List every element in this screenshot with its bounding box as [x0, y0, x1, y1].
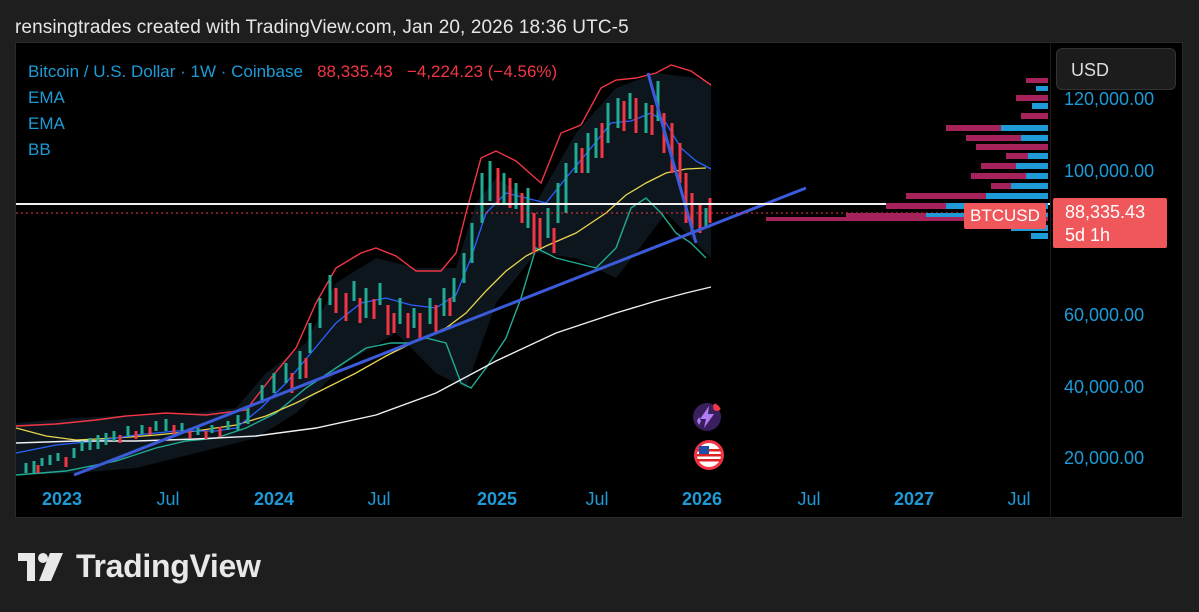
price-axis-label: 20,000.00 [1064, 448, 1145, 468]
time-axis-label: Jul [797, 489, 821, 509]
time-axis-label: 2025 [476, 489, 518, 509]
candle-body-group-down [36, 98, 712, 473]
time-axis-label: 2026 [681, 489, 723, 509]
time-axis-label: 2024 [253, 489, 295, 509]
chart-panel[interactable]: Bitcoin / U.S. Dollar · 1W · Coinbase 88… [15, 42, 1183, 518]
price-scale-divider [1050, 43, 1051, 517]
time-axis-label: Jul [156, 489, 180, 509]
price-axis-label: 120,000.00 [1064, 89, 1155, 109]
bolt-event-icon[interactable] [691, 401, 723, 433]
price-axis-label: 40,000.00 [1064, 377, 1145, 397]
legend-indicator-bb[interactable]: BB [28, 140, 51, 159]
price-scale[interactable]: 120,000.00 100,000.00 60,000.00 40,000.0… [1051, 43, 1182, 517]
last-price-tag: 88,335.43 5d 1h [1053, 198, 1167, 248]
last-price-value: 88,335.43 [1065, 202, 1146, 222]
bollinger-band-fill [16, 73, 711, 475]
legend-symbol-row[interactable]: Bitcoin / U.S. Dollar · 1W · Coinbase 88… [28, 59, 557, 85]
legend-indicator-ema-1[interactable]: EMA [28, 88, 65, 107]
candlesticks [24, 81, 712, 473]
bollinger-upper-line [16, 64, 712, 427]
legend-indicator-ema-2[interactable]: EMA [28, 114, 65, 133]
tradingview-wordmark: TradingView [76, 548, 261, 584]
time-axis-label: Jul [367, 489, 391, 509]
price-axis-label: 60,000.00 [1064, 305, 1145, 325]
long-moving-average-line [16, 286, 712, 444]
time-axis[interactable]: 2023 Jul 2024 Jul 2025 Jul 2026 Jul 2027… [16, 483, 1051, 517]
tradingview-logo-icon [18, 552, 63, 581]
time-axis-label: 2023 [41, 489, 83, 509]
ema-fast-line [16, 112, 712, 454]
time-axis-label: Jul [1007, 489, 1031, 509]
legend-last-price: 88,335.43 [317, 62, 393, 81]
candle-body-group-up [24, 81, 708, 473]
symbol-price-tag: BTCUSD [964, 203, 1046, 229]
price-axis-label: 100,000.00 [1064, 161, 1155, 181]
legend-change: −4,224.23 (−4.56%) [406, 62, 558, 81]
rising-support-trendline [73, 186, 807, 477]
bar-countdown: 5d 1h [1065, 225, 1111, 245]
currency-selector-button[interactable]: USD [1056, 48, 1176, 90]
falling-trendline [646, 72, 698, 244]
tradingview-logo[interactable]: TradingView [18, 548, 261, 585]
chart-caption: rensingtrades created with TradingView.c… [15, 17, 629, 38]
time-axis-label: 2027 [893, 489, 935, 509]
chart-legend[interactable]: Bitcoin / U.S. Dollar · 1W · Coinbase 88… [28, 59, 557, 163]
legend-symbol: Bitcoin / U.S. Dollar · 1W · Coinbase [28, 62, 303, 81]
time-axis-label: Jul [585, 489, 609, 509]
us-flag-event-icon[interactable] [693, 439, 725, 471]
